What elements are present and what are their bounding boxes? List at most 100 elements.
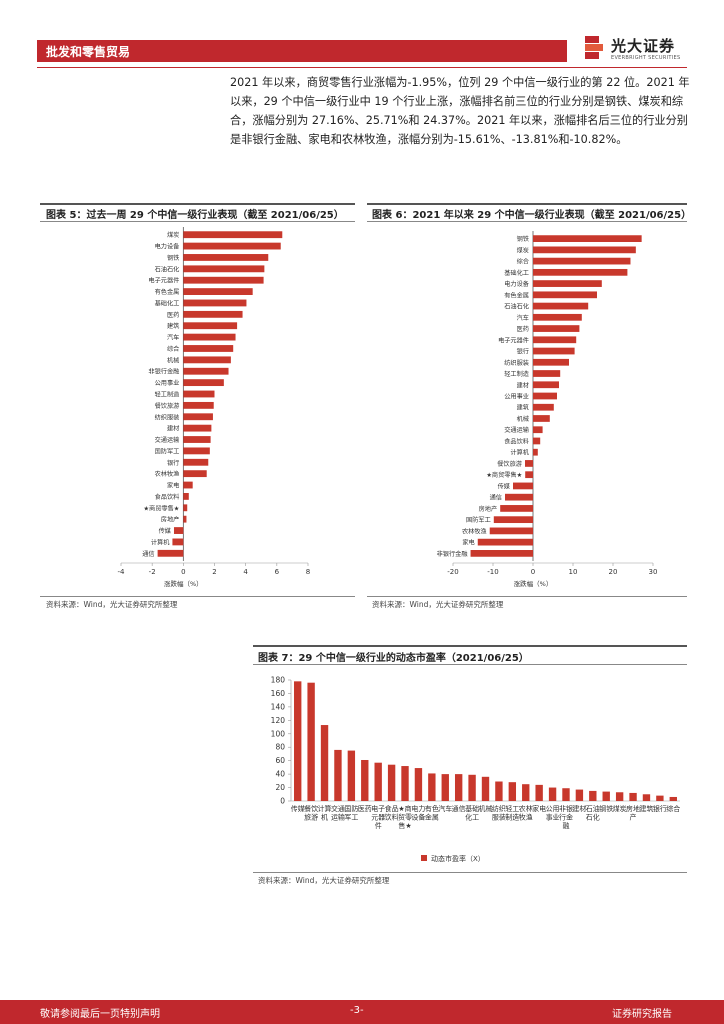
chart5-category-label: 公用事业 [155, 379, 180, 387]
chart6-x-tick-label: 20 [609, 568, 618, 576]
chart6-category-label: 电力设备 [504, 280, 530, 288]
chart7-bar [387, 764, 396, 801]
chart6-bar [513, 482, 533, 490]
chart5-x-tick-label: 4 [243, 568, 248, 576]
chart7-y-tick-label: 0 [280, 797, 285, 806]
chart6-category-label: 煤炭 [517, 246, 529, 254]
chart5-x-tick-label: 0 [181, 568, 185, 576]
chart7-bar [307, 682, 315, 801]
chart7-bar [602, 791, 610, 801]
footer-disclaimer: 敬请参阅最后一页特别声明 [40, 1009, 160, 1020]
chart6-bar [533, 235, 642, 242]
chart7-bar [522, 784, 530, 801]
chart5-weekly-performance: 煤炭电力设备钢铁石油石化电子元器件有色金属基础化工医药建筑汽车综合机械非银行金融… [118, 227, 310, 588]
chart6-bar [533, 302, 589, 310]
chart7-category-label: 传媒 [291, 804, 305, 813]
chart5-category-label: 综合 [167, 345, 179, 353]
chart7-bar [294, 681, 302, 801]
chart6-top-rule [367, 203, 687, 205]
chart6-bar [533, 336, 577, 344]
chart6-source: 资料来源：Wind，光大证券研究所整理 [372, 600, 504, 609]
chart7-bar [361, 759, 369, 801]
chart6-title-rule [367, 221, 687, 222]
chart7-title: 图表 7：29 个中信一级行业的动态市盈率（2021/06/25） [258, 653, 529, 664]
chart6-bar [533, 448, 538, 456]
chart6-category-label: 农林牧渔 [462, 527, 487, 535]
chart5-bar [183, 345, 234, 352]
chart7-category-label: 钢铁 [599, 804, 613, 813]
chart7-category-label: 国防军工 [344, 804, 358, 822]
chart6-category-label: 有色金属 [504, 291, 529, 299]
chart7-category-label: 计算机 [318, 804, 332, 822]
chart6-bar [533, 313, 582, 321]
chart7-category-label: 石油石化 [586, 804, 600, 822]
chart7-y-tick-label: 80 [275, 743, 285, 752]
chart5-bar [183, 424, 212, 432]
chart5-bar [172, 538, 184, 546]
chart5-bar [183, 322, 238, 330]
chart5-bar [183, 379, 224, 387]
chart5-category-label: 银行 [167, 459, 179, 467]
chart7-bar [656, 795, 664, 801]
chart7-category-label: 基础化工 [465, 804, 479, 822]
chart7-category-label: 银行 [653, 804, 667, 813]
chart5-category-label: 有色金属 [155, 288, 180, 296]
chart6-bar [533, 415, 550, 422]
chart7-category-label: 公用事业 [546, 805, 560, 822]
chart7-bar [481, 776, 490, 801]
chart5-bar [183, 401, 214, 409]
chart5-category-label: ★商贸零售★ [143, 504, 179, 512]
chart7-category-label: 建筑 [639, 804, 653, 813]
chart5-category-label: 交通运输 [155, 436, 181, 444]
chart5-bar [183, 481, 193, 489]
header-divider [37, 67, 687, 68]
chart6-bar [533, 426, 543, 434]
chart7-category-label: 食品饮料 [385, 804, 399, 822]
chart7-bar [642, 794, 651, 801]
chart7-category-label: 电力设备 [411, 804, 425, 822]
chart6-category-label: 综合 [517, 258, 529, 266]
chart6-bar [533, 403, 554, 411]
chart7-category-label: 医药 [358, 804, 372, 813]
chart5-x-axis-title: 涨跌幅（%） [164, 579, 203, 588]
chart6-category-label: 房地产 [479, 505, 498, 513]
section-header-band [37, 40, 567, 62]
chart5-category-label: 基础化工 [155, 299, 180, 307]
chart5-category-label: 通信 [142, 550, 154, 558]
chart6-bar [470, 550, 533, 557]
chart5-category-label: 传媒 [159, 527, 172, 535]
chart5-category-label: 轻工制造 [155, 391, 180, 399]
chart6-bar [533, 325, 580, 332]
chart5-category-label: 机械 [167, 356, 179, 364]
chart6-category-label: 医药 [517, 325, 529, 333]
chart7-category-label: 建材 [572, 804, 586, 813]
chart7-category-label: 通信 [452, 804, 466, 813]
chart5-category-label: 钢铁 [167, 254, 179, 262]
chart5-category-label: 食品饮料 [155, 493, 180, 501]
footer-band [0, 1000, 724, 1024]
chart6-category-label: 交通运输 [504, 426, 530, 434]
chart5-category-label: 农林牧渔 [155, 470, 180, 478]
chart7-bar [414, 768, 423, 801]
chart6-bar [533, 358, 569, 366]
chart7-bar [589, 790, 597, 801]
chart7-bar [454, 774, 463, 801]
chart6-bar [525, 460, 533, 467]
chart6-x-tick-label: 30 [649, 568, 658, 576]
chart5-category-label: 医药 [167, 311, 179, 319]
chart7-category-label: 交通运输 [331, 804, 345, 822]
chart6-category-label: 传媒 [498, 482, 511, 490]
chart5-x-tick-label: 6 [275, 568, 280, 576]
chart6-category-label: 钢铁 [517, 235, 529, 243]
chart5-bar [183, 493, 189, 500]
chart7-y-tick-label: 160 [271, 689, 286, 698]
chart5-x-tick-label: 2 [212, 568, 216, 576]
chart7-category-label: 有色金属 [425, 804, 439, 822]
chart6-category-label: 国防军工 [466, 516, 491, 524]
chart5-category-label: 汽车 [167, 334, 179, 342]
chart6-category-label: 电子元器件 [498, 336, 529, 344]
chart6-bar [533, 280, 602, 287]
chart6-category-label: 机械 [517, 415, 529, 423]
chart6-category-label: 公用事业 [504, 393, 529, 401]
chart5-bottom-rule [40, 596, 355, 597]
